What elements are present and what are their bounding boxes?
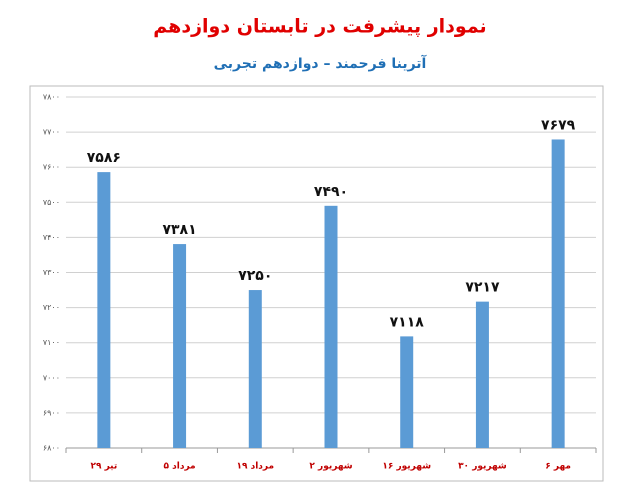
x-tick-label: ۳۰ شهریور xyxy=(458,462,507,472)
value-label: ۷۵۸۶ xyxy=(87,150,121,166)
y-tick-label: ۷۴۰۰ xyxy=(43,233,60,242)
y-tick-label: ۷۶۰۰ xyxy=(43,163,60,172)
value-label: ۷۱۱۸ xyxy=(390,314,425,330)
value-label: ۷۳۸۱ xyxy=(162,222,196,238)
y-tick-label: ۷۸۰۰ xyxy=(43,93,60,102)
bar xyxy=(551,139,565,448)
value-label: ۷۶۷۹ xyxy=(541,117,576,133)
x-tick-label: ۶ مهر xyxy=(545,462,571,472)
bar xyxy=(475,301,489,448)
x-tick-label: ۲ شهریور xyxy=(309,462,352,472)
y-tick-label: ۷۵۰۰ xyxy=(43,198,60,207)
y-tick-label: ۶۹۰۰ xyxy=(43,408,60,417)
y-tick-label: ۶۸۰۰ xyxy=(43,444,60,453)
plot-frame xyxy=(29,85,604,482)
x-tick-label: ۲۹ تیر xyxy=(90,462,117,472)
x-tick-label: ۱۶ شهریور xyxy=(382,462,431,472)
x-tick-label: ۱۹ مرداد xyxy=(236,462,274,472)
bar xyxy=(324,205,338,448)
value-label: ۷۲۱۷ xyxy=(465,280,500,296)
y-tick-label: ۷۱۰۰ xyxy=(43,338,60,347)
bar xyxy=(173,244,187,448)
chart-title: نمودار پیشرفت در تابستان دوازدهم xyxy=(153,16,486,38)
y-tick-label: ۷۰۰۰ xyxy=(43,373,60,382)
y-tick-label: ۷۷۰۰ xyxy=(43,128,60,137)
bar xyxy=(248,290,262,448)
y-tick-label: ۷۳۰۰ xyxy=(43,268,60,277)
y-tick-label: ۷۲۰۰ xyxy=(43,303,60,312)
value-label: ۷۲۵۰ xyxy=(238,268,272,284)
bar xyxy=(97,172,111,448)
x-tick-label: ۵ مرداد xyxy=(164,462,196,472)
bar xyxy=(400,336,414,448)
value-label: ۷۴۹۰ xyxy=(314,184,348,200)
chart-subtitle: آترینا فرحمند – دوازدهم تجربی xyxy=(214,54,428,72)
